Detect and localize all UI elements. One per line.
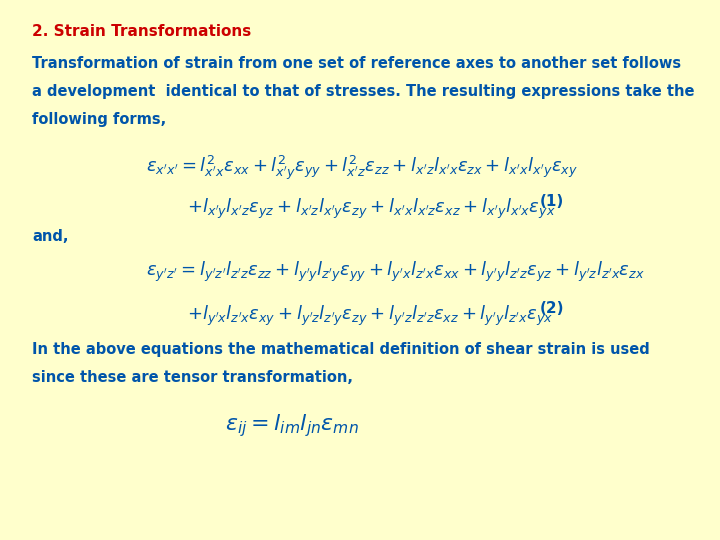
Text: 2. Strain Transformations: 2. Strain Transformations xyxy=(32,24,251,39)
Text: since these are tensor transformation,: since these are tensor transformation, xyxy=(32,370,354,386)
Text: and,: and, xyxy=(32,229,68,244)
Text: following forms,: following forms, xyxy=(32,112,166,127)
Text: a development  identical to that of stresses. The resulting expressions take the: a development identical to that of stres… xyxy=(32,84,695,99)
Text: (1): (1) xyxy=(540,194,564,209)
Text: $+ l_{x'y}l_{x'z}\varepsilon_{yz} + l_{x'z}l_{x'y}\varepsilon_{zy} + l_{x'x}l_{x: $+ l_{x'y}l_{x'z}\varepsilon_{yz} + l_{x… xyxy=(187,197,556,221)
Text: $+ l_{y'x}l_{z'x}\varepsilon_{xy} + l_{y'z}l_{z'y}\varepsilon_{zy} + l_{y'z}l_{z: $+ l_{y'x}l_{z'x}\varepsilon_{xy} + l_{y… xyxy=(187,303,553,328)
Text: $\varepsilon_{y'z'} = l_{y'z'}l_{z'z}\varepsilon_{zz} + l_{y'y}l_{z'y}\varepsilo: $\varepsilon_{y'z'} = l_{y'z'}l_{z'z}\va… xyxy=(146,260,645,285)
Text: In the above equations the mathematical definition of shear strain is used: In the above equations the mathematical … xyxy=(32,342,650,357)
Text: Transformation of strain from one set of reference axes to another set follows: Transformation of strain from one set of… xyxy=(32,56,681,71)
Text: $\varepsilon_{x'x'} = l^2_{x'x}\varepsilon_{xx} + l^2_{x'y}\varepsilon_{yy} + l^: $\varepsilon_{x'x'} = l^2_{x'x}\varepsil… xyxy=(146,153,578,182)
Text: (2): (2) xyxy=(540,301,564,316)
Text: $\varepsilon_{ij} = l_{im}l_{jn}\varepsilon_{mn}$: $\varepsilon_{ij} = l_{im}l_{jn}\varepsi… xyxy=(225,412,359,439)
